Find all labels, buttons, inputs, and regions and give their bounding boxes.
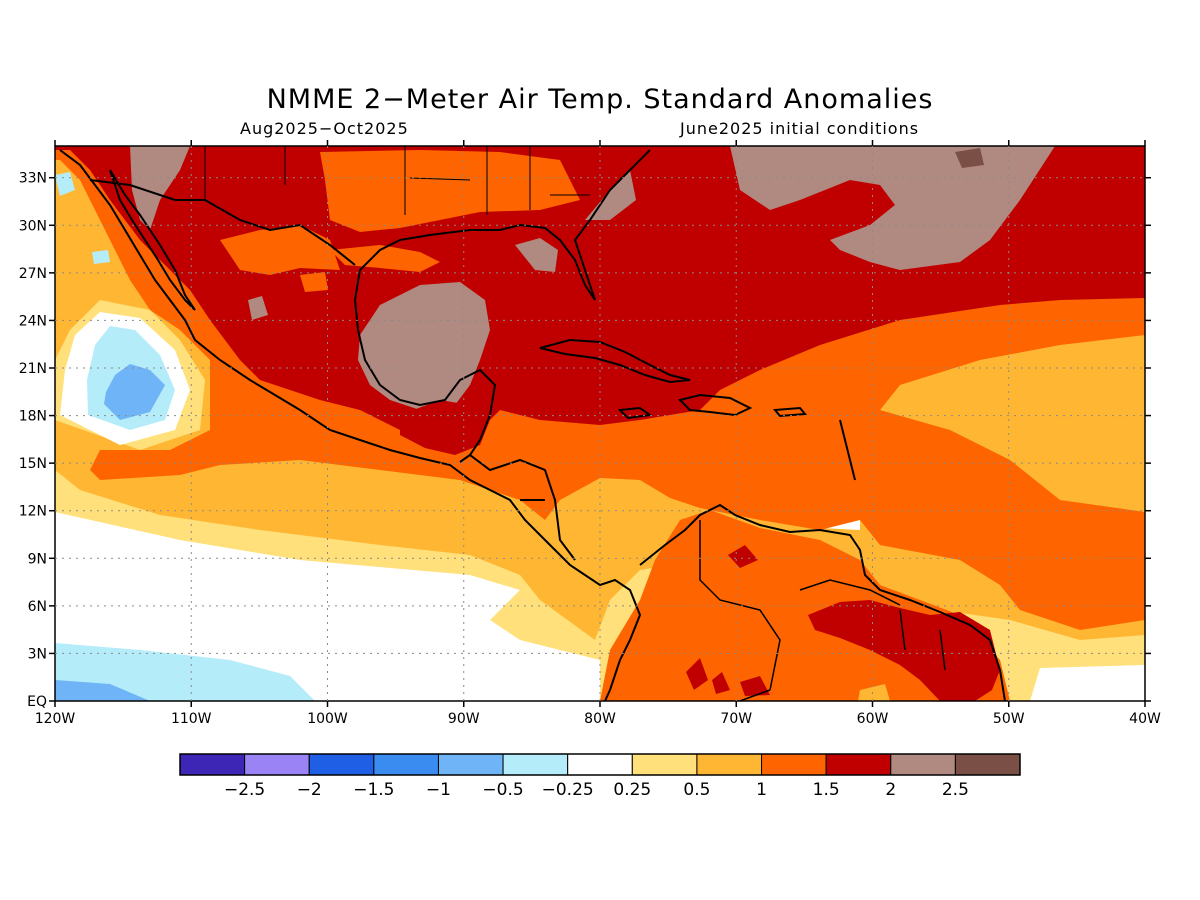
lon-tick-label: 110W	[171, 711, 212, 727]
anomaly-band-2-gulf	[358, 282, 490, 410]
lat-tick-label: 21N	[19, 361, 47, 377]
colorbar-label: −2.5	[224, 780, 265, 800]
south-america-north-coast	[639, 503, 1006, 701]
anomaly-band-1-us	[320, 150, 580, 232]
colorbar-label: 0.25	[613, 780, 651, 800]
map-title: NMME 2−Meter Air Temp. Standard Anomalie…	[266, 84, 934, 115]
south-america-borders	[699, 520, 946, 701]
colorbar-swatch	[696, 753, 763, 776]
colorbar-label: 0.5	[683, 780, 710, 800]
lat-tick-label: 9N	[28, 551, 47, 567]
colorbar-swatch	[567, 753, 633, 776]
anomaly-band-2-atlantic	[730, 146, 1055, 270]
grid-lines	[55, 146, 1145, 701]
mexico-gulf-west	[353, 269, 497, 463]
puerto-rico	[772, 406, 808, 418]
colorbar-swatch	[179, 753, 246, 776]
colorbar-label: −0.5	[482, 780, 523, 800]
anomaly-band-2-mexico-small	[248, 296, 268, 320]
us-state-lines	[204, 146, 590, 215]
colorbar-label: −1.5	[353, 780, 394, 800]
anomaly-shading	[55, 146, 1145, 701]
anomaly-band-minus0.25-baja	[92, 250, 110, 264]
colorbar-label: 2.5	[942, 780, 969, 800]
central-america-borders	[469, 454, 576, 561]
lon-tick-label: 50W	[993, 711, 1025, 727]
jamaica	[617, 406, 653, 420]
anomaly-band-1.5-amazon-c	[740, 676, 770, 696]
colorbar-label: −1	[426, 780, 451, 800]
lat-tick-label: 24N	[19, 313, 47, 329]
anomaly-band-1-mexico-a	[220, 225, 340, 275]
anomaly-band-minus0.25-nw	[55, 643, 315, 701]
lat-tick-label: 12N	[19, 504, 47, 520]
hispaniola	[678, 393, 753, 417]
anomaly-band-1.5-amazon-b	[712, 672, 730, 694]
pacific-coast-north	[59, 149, 642, 701]
lon-tick-label: 70W	[720, 711, 752, 727]
lon-tick-label: 90W	[448, 711, 480, 727]
color-bar: −2.5 −2 −1.5 −1 −0.5 −0.25 0.25 0.5 1 1.5 2 2.5	[179, 753, 1021, 800]
colorbar-swatch	[825, 753, 892, 776]
colorbar-label: 2	[885, 780, 896, 800]
baja-peninsula	[109, 169, 196, 311]
lat-tick-label: 18N	[19, 409, 47, 425]
anomaly-band-2.5-atlantic	[955, 148, 984, 168]
lat-tick-label: 15N	[19, 456, 47, 472]
colorbar-label: −0.25	[542, 780, 594, 800]
anomaly-band-1.5-venezuela	[728, 545, 758, 568]
initial-conditions: June2025 initial conditions	[680, 119, 920, 138]
lon-tick-label: 120W	[35, 711, 76, 727]
anomaly-band-2-baja	[130, 146, 190, 230]
lat-tick-label: 27N	[19, 266, 47, 282]
anomaly-band-minus0.5-sw	[55, 680, 150, 701]
lon-tick-label: 60W	[857, 711, 889, 727]
colorbar-frame	[179, 753, 1021, 776]
colorbar-swatch	[308, 753, 375, 776]
anomaly-band-1-mexico-b	[300, 272, 328, 292]
colorbar-swatch	[761, 753, 827, 776]
colorbar-swatch	[244, 753, 310, 776]
lat-tick-label: 33N	[19, 171, 47, 187]
latitude-ticks: EQ 3N 6N 9N 12N 15N 18N 21N 24N 27N 30N 33N	[19, 171, 1151, 710]
lat-tick-label: 3N	[28, 646, 47, 662]
colorbar-swatch	[373, 753, 439, 776]
colorbar-label: 1.5	[813, 780, 840, 800]
anomaly-band-1.5-yucatan	[400, 400, 490, 455]
colorbar-swatch	[437, 753, 504, 776]
lesser-antilles	[839, 419, 856, 481]
anomaly-band-1.5-north	[55, 146, 1145, 450]
colorbar-swatch	[502, 753, 569, 776]
longitude-ticks: 120W 110W 100W 90W 80W 70W 60W 50W 40W	[35, 140, 1161, 727]
lon-tick-label: 100W	[307, 711, 348, 727]
colorbar-label: −2	[297, 780, 322, 800]
lat-tick-label: 6N	[28, 599, 47, 615]
valid-period: Aug2025−Oct2025	[240, 119, 409, 138]
anomaly-band-1.5-guianas	[808, 600, 1000, 701]
anomaly-band-minus1-pool	[104, 364, 165, 420]
colorbar-swatch	[631, 753, 698, 776]
gulf-of-mexico-coast	[359, 149, 651, 301]
colorbar-swatch	[890, 753, 956, 776]
lat-tick-label: EQ	[27, 694, 47, 710]
anomaly-band-1-gulf-west	[330, 245, 440, 272]
us-mexico-border	[89, 179, 356, 266]
lat-tick-label: 30N	[19, 218, 47, 234]
anomaly-band-2-florida	[515, 238, 558, 272]
colorbar-swatch	[954, 753, 1021, 776]
lon-tick-label: 80W	[584, 711, 616, 727]
anomaly-band-1.5-amazon-a	[686, 658, 708, 690]
lon-tick-label: 40W	[1129, 711, 1161, 727]
colorbar-label: 1	[756, 780, 767, 800]
anomaly-band-0.5-amazon	[858, 684, 890, 701]
coastlines	[59, 146, 1006, 701]
